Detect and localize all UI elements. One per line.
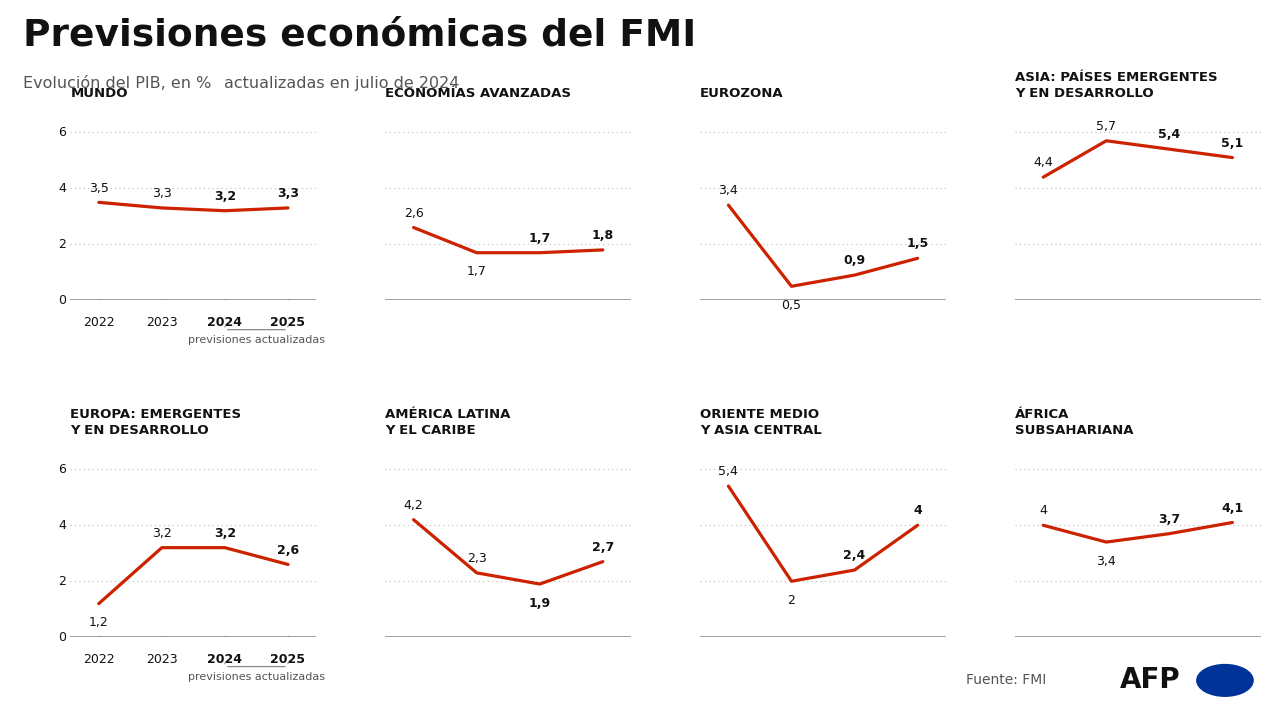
Text: MUNDO: MUNDO bbox=[70, 87, 128, 101]
Text: 5,4: 5,4 bbox=[1158, 128, 1180, 141]
Text: 6: 6 bbox=[58, 126, 67, 139]
Text: Evolución del PIB, en %: Evolución del PIB, en % bbox=[23, 76, 211, 91]
Text: 0,5: 0,5 bbox=[782, 299, 801, 312]
Text: 0,9: 0,9 bbox=[844, 254, 865, 267]
Text: 0: 0 bbox=[58, 294, 67, 307]
Text: EUROPA: EMERGENTES
Y EN DESARROLLO: EUROPA: EMERGENTES Y EN DESARROLLO bbox=[70, 408, 242, 437]
Text: actualizadas en julio de 2024: actualizadas en julio de 2024 bbox=[224, 76, 460, 91]
Text: 2,7: 2,7 bbox=[591, 541, 614, 554]
Text: 2,4: 2,4 bbox=[844, 549, 865, 562]
Text: 2023: 2023 bbox=[146, 652, 178, 665]
Text: 0: 0 bbox=[58, 631, 67, 644]
Text: 2025: 2025 bbox=[270, 652, 306, 665]
Text: 6: 6 bbox=[58, 463, 67, 476]
Text: 2: 2 bbox=[58, 575, 67, 588]
Text: 4: 4 bbox=[1039, 505, 1047, 518]
Text: 2,6: 2,6 bbox=[276, 544, 300, 557]
Text: 2,3: 2,3 bbox=[467, 552, 486, 565]
Text: 1,2: 1,2 bbox=[88, 616, 109, 629]
Text: 2024: 2024 bbox=[207, 315, 242, 328]
Text: 1,5: 1,5 bbox=[906, 238, 929, 251]
Text: 4: 4 bbox=[913, 505, 922, 518]
Text: Previsiones económicas del FMI: Previsiones económicas del FMI bbox=[23, 18, 696, 54]
Text: 1,7: 1,7 bbox=[467, 265, 486, 279]
Text: ECONOMÍAS AVANZADAS: ECONOMÍAS AVANZADAS bbox=[385, 87, 571, 101]
Text: 3,7: 3,7 bbox=[1158, 513, 1180, 526]
Text: ASIA: PAÍSES EMERGENTES
Y EN DESARROLLO: ASIA: PAÍSES EMERGENTES Y EN DESARROLLO bbox=[1015, 71, 1217, 101]
Text: previsiones actualizadas: previsiones actualizadas bbox=[188, 335, 325, 345]
Text: 4: 4 bbox=[58, 519, 67, 532]
Text: ORIENTE MEDIO
Y ASIA CENTRAL: ORIENTE MEDIO Y ASIA CENTRAL bbox=[700, 408, 822, 437]
Text: 2024: 2024 bbox=[207, 652, 242, 665]
Text: 2,6: 2,6 bbox=[403, 207, 424, 220]
Text: 5,4: 5,4 bbox=[718, 465, 739, 478]
Text: 4: 4 bbox=[58, 182, 67, 195]
Text: 1,9: 1,9 bbox=[529, 597, 550, 610]
Text: 3,4: 3,4 bbox=[718, 184, 739, 197]
Text: 3,5: 3,5 bbox=[88, 181, 109, 194]
Text: 3,2: 3,2 bbox=[214, 190, 236, 203]
Text: 2022: 2022 bbox=[83, 315, 115, 328]
Text: 4,1: 4,1 bbox=[1221, 502, 1244, 515]
Text: 2022: 2022 bbox=[83, 652, 115, 665]
Text: 3,2: 3,2 bbox=[214, 527, 236, 540]
Text: 1,7: 1,7 bbox=[529, 232, 550, 245]
Text: 5,1: 5,1 bbox=[1221, 137, 1244, 150]
Text: 3,3: 3,3 bbox=[276, 187, 300, 200]
Text: 3,4: 3,4 bbox=[1097, 554, 1116, 567]
Text: 3,2: 3,2 bbox=[152, 527, 172, 540]
Text: 4,2: 4,2 bbox=[403, 499, 424, 512]
Text: 4,4: 4,4 bbox=[1033, 156, 1053, 169]
Text: Fuente: FMI: Fuente: FMI bbox=[966, 673, 1047, 688]
Text: AMÉRICA LATINA
Y EL CARIBE: AMÉRICA LATINA Y EL CARIBE bbox=[385, 408, 511, 437]
Text: 2: 2 bbox=[787, 594, 795, 607]
Text: 2025: 2025 bbox=[270, 315, 306, 328]
Text: 2: 2 bbox=[58, 238, 67, 251]
Text: 5,7: 5,7 bbox=[1096, 120, 1116, 133]
Text: 3,3: 3,3 bbox=[152, 187, 172, 200]
Text: ÁFRICA
SUBSAHARIANA: ÁFRICA SUBSAHARIANA bbox=[1015, 408, 1133, 437]
Text: previsiones actualizadas: previsiones actualizadas bbox=[188, 672, 325, 682]
Text: 1,8: 1,8 bbox=[591, 229, 614, 242]
Text: 2023: 2023 bbox=[146, 315, 178, 328]
Text: AFP: AFP bbox=[1120, 667, 1180, 694]
Text: EUROZONA: EUROZONA bbox=[700, 87, 783, 101]
